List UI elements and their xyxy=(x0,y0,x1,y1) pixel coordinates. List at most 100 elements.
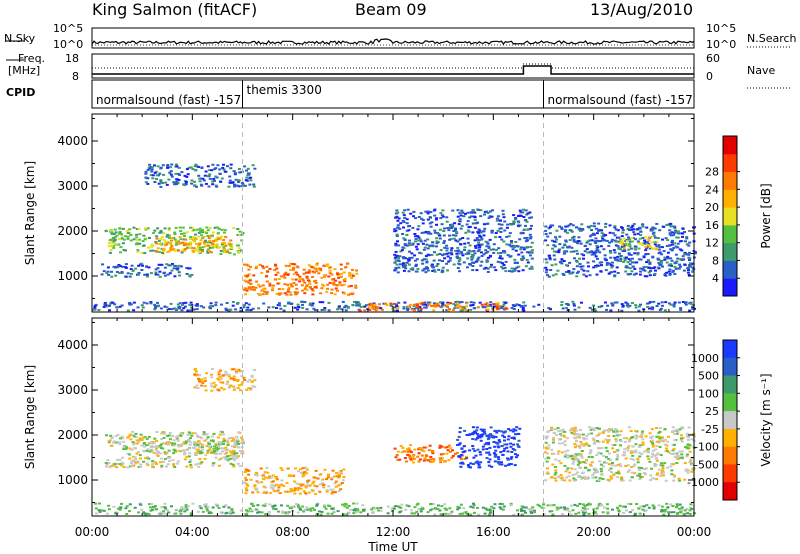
velocity-cell xyxy=(587,426,591,429)
colorbar-tick-label: 20 xyxy=(705,201,719,214)
velocity-cell xyxy=(631,445,635,448)
power-cell xyxy=(477,244,481,247)
power-cell xyxy=(459,211,463,214)
velocity-cell xyxy=(601,465,605,468)
velocity-cell xyxy=(440,459,444,461)
noise-right-tick-bottom: 10^0 xyxy=(706,38,737,51)
velocity-cell xyxy=(617,510,621,513)
velocity-cell xyxy=(679,438,683,441)
power-cell xyxy=(126,232,130,235)
velocity-cell xyxy=(225,383,229,386)
power-cell xyxy=(513,262,517,264)
velocity-cell xyxy=(138,503,142,506)
velocity-cell xyxy=(439,461,443,464)
velocity-cell xyxy=(641,476,644,478)
velocity-cell xyxy=(217,458,221,461)
power-region xyxy=(358,302,509,312)
velocity-cell xyxy=(219,369,223,372)
velocity-cell xyxy=(653,465,657,468)
velocity-cell xyxy=(304,486,308,489)
power-cell xyxy=(188,303,192,306)
power-cell xyxy=(481,230,485,233)
power-cell xyxy=(396,307,400,309)
power-cell xyxy=(135,236,139,239)
power-cell xyxy=(165,306,169,309)
power-cell xyxy=(685,236,689,238)
velocity-cell xyxy=(605,429,609,432)
velocity-cell xyxy=(520,509,523,512)
velocity-cell xyxy=(185,455,189,458)
velocity-cell xyxy=(322,486,326,489)
velocity-cell xyxy=(293,480,297,483)
power-cell xyxy=(554,263,558,266)
velocity-cell xyxy=(183,452,187,454)
velocity-cell xyxy=(590,432,593,435)
velocity-cell xyxy=(138,437,142,440)
power-cell xyxy=(522,257,526,260)
power-cell xyxy=(275,267,279,270)
power-cell xyxy=(168,236,171,239)
colorbar-segment xyxy=(723,340,737,359)
power-cell xyxy=(505,226,509,229)
power-cell xyxy=(674,253,678,256)
velocity-cell xyxy=(486,509,489,511)
power-cell xyxy=(285,293,289,296)
power-cell xyxy=(174,243,178,246)
colorbar-segment xyxy=(723,171,737,190)
power-cell xyxy=(502,216,506,219)
power-cell xyxy=(261,284,265,287)
velocity-cell xyxy=(614,464,618,467)
power-cell xyxy=(119,233,123,235)
velocity-cell xyxy=(629,503,633,506)
power-cell xyxy=(411,226,415,229)
power-cell xyxy=(219,253,223,255)
power-cell xyxy=(456,246,460,249)
velocity-cell xyxy=(611,462,614,464)
velocity-cell xyxy=(472,504,476,506)
power-cell xyxy=(546,244,550,247)
power-cell xyxy=(450,253,454,256)
power-cell xyxy=(153,164,156,167)
velocity-cell xyxy=(580,450,584,452)
power-cell xyxy=(631,240,634,243)
velocity-cell xyxy=(121,456,124,459)
velocity-cell xyxy=(550,426,553,429)
power-cell xyxy=(676,230,680,233)
power-cell xyxy=(355,304,359,307)
velocity-cell xyxy=(624,465,628,467)
velocity-cell xyxy=(678,479,682,482)
power-cell xyxy=(206,251,210,254)
velocity-cell xyxy=(553,428,557,431)
velocity-cell xyxy=(582,513,586,516)
power-cell xyxy=(393,230,397,233)
power-cell xyxy=(313,280,316,283)
velocity-cell xyxy=(183,458,187,461)
velocity-cell xyxy=(557,475,560,478)
velocity-cell xyxy=(267,511,271,513)
velocity-cell xyxy=(176,439,180,442)
power-cell xyxy=(567,270,571,272)
velocity-cell xyxy=(536,503,540,506)
power-cell xyxy=(613,234,617,237)
power-cell xyxy=(456,302,459,305)
velocity-cell xyxy=(459,458,463,461)
power-cell xyxy=(580,223,584,226)
velocity-cell xyxy=(597,479,601,482)
power-cell xyxy=(492,251,496,254)
velocity-cell xyxy=(486,435,490,438)
velocity-cell xyxy=(271,487,275,490)
power-cell xyxy=(225,308,229,311)
power-cell xyxy=(480,260,484,263)
power-cell xyxy=(669,234,673,237)
power-cell xyxy=(168,171,172,174)
colorbar-segment xyxy=(723,260,737,279)
velocity-cell xyxy=(572,477,576,480)
power-cell xyxy=(312,307,316,310)
velocity-cell xyxy=(516,443,520,446)
power-cell xyxy=(444,305,448,308)
power-cell xyxy=(555,229,559,232)
power-cell xyxy=(328,272,332,275)
power-cell xyxy=(589,225,593,227)
power-cell xyxy=(296,308,300,311)
velocity-cell xyxy=(142,460,145,463)
